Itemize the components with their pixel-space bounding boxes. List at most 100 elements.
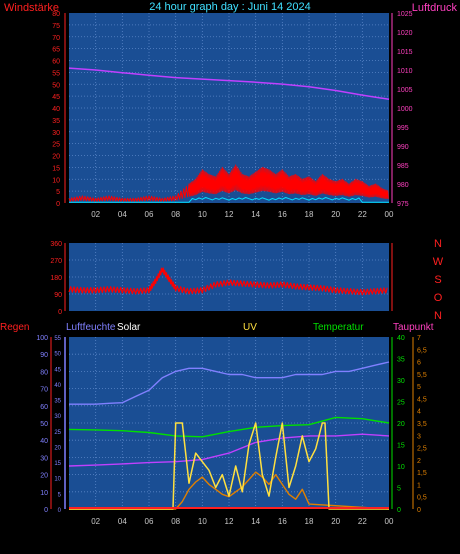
series-gust xyxy=(69,197,389,203)
panel2-direction-label: O xyxy=(434,292,443,304)
panel1-left-tick: 75 xyxy=(52,23,60,30)
panel3-humidity-tick: 35 xyxy=(54,399,61,405)
panel1-left-tick: 35 xyxy=(52,118,60,125)
panel3-humidity-tick: 40 xyxy=(54,383,61,389)
panel1-right-tick: 1000 xyxy=(397,106,413,113)
panel3-rain-tick: 20 xyxy=(40,473,48,480)
panel1-right-tick: 1015 xyxy=(397,49,413,56)
panel1-right-tick: 1010 xyxy=(397,68,413,75)
panel1-left-tick: 10 xyxy=(52,177,60,184)
panel1-right-tick: 1025 xyxy=(397,11,413,18)
panel3-rain-tick: 100 xyxy=(36,335,48,342)
panel3-temp-tick: 40 xyxy=(397,335,405,342)
panel1-right-tick: 980 xyxy=(397,182,409,189)
panel3-uv-tick: 6,5 xyxy=(417,347,427,354)
panel1-left-tick: 80 xyxy=(52,11,60,18)
panel3-humidity-tick: 30 xyxy=(54,414,61,420)
panel2-direction-label: W xyxy=(433,256,444,268)
panel3-x-tick: 18 xyxy=(305,517,314,526)
panel1-right-label: Luftdruck xyxy=(412,2,458,14)
panel3-rain-tick: 0 xyxy=(44,507,48,514)
panel3-rain-tick: 60 xyxy=(40,404,48,411)
panel3-uv-tick: 1 xyxy=(417,482,421,489)
panel3-uv-tick: 5 xyxy=(417,384,421,391)
panel2-direction-label: S xyxy=(434,274,441,286)
panel2-left-tick: 0 xyxy=(58,309,62,316)
panel1-right-tick: 975 xyxy=(397,201,409,208)
panel3-temp-tick: 25 xyxy=(397,400,405,407)
series-luftfeuchte xyxy=(69,361,390,405)
panel3-humidity-tick: 45 xyxy=(54,367,61,373)
panel3-rain-tick: 30 xyxy=(40,455,48,462)
panel3-humidity-tick: 20 xyxy=(54,445,61,451)
panel2-left-tick: 270 xyxy=(50,258,62,265)
panel1-x-tick: 22 xyxy=(358,210,367,219)
panel3-x-tick: 08 xyxy=(171,517,180,526)
panel1-x-tick: 16 xyxy=(278,210,287,219)
series-taupunkt xyxy=(68,433,390,467)
panel3-x-tick: 02 xyxy=(91,517,100,526)
panel3-x-tick: 20 xyxy=(331,517,340,526)
panel2-left-tick: 90 xyxy=(54,292,62,299)
panel3-x-tick: 00 xyxy=(385,517,394,526)
panel3-uv-tick: 7 xyxy=(417,335,421,342)
panel1-x-tick: 14 xyxy=(251,210,260,219)
panel1-right-tick: 985 xyxy=(397,163,409,170)
panel3-rain-tick: 80 xyxy=(40,369,48,376)
panel3-humidity-tick: 0 xyxy=(58,508,62,514)
series-windstaerke xyxy=(68,164,389,202)
panel3-temperature-label: Temperatur xyxy=(313,322,364,333)
panel2-left-tick: 360 xyxy=(50,241,62,248)
panel3-rain-tick: 90 xyxy=(40,352,48,359)
panel3-x-tick: 22 xyxy=(358,517,367,526)
panel1-left-tick: 60 xyxy=(52,59,60,66)
panel3-temp-tick: 5 xyxy=(397,486,401,493)
panel3-temp-tick: 0 xyxy=(397,507,401,514)
panel3-humidity-tick: 5 xyxy=(58,492,62,498)
series-solar xyxy=(69,422,389,510)
panel1-left-tick: 50 xyxy=(52,82,60,89)
panel1-x-tick: 04 xyxy=(118,210,127,219)
panel1-x-tick: 00 xyxy=(385,210,394,219)
panel1-x-tick: 12 xyxy=(225,210,234,219)
panel3-uv-tick: 1,5 xyxy=(417,470,427,477)
panel3-humidity-tick: 50 xyxy=(54,352,61,358)
panel3-temp-tick: 10 xyxy=(397,464,405,471)
panel1-left-tick: 40 xyxy=(52,106,60,113)
panel3-humidity-tick: 25 xyxy=(54,430,61,436)
panel3-temp-tick: 20 xyxy=(397,421,405,428)
panel1-left-tick: 5 xyxy=(56,189,60,196)
panel3-temp-tick: 30 xyxy=(397,378,405,385)
panel1-x-tick: 20 xyxy=(331,210,340,219)
series-temperatur xyxy=(68,416,390,438)
panel3-uv-tick: 4,5 xyxy=(417,396,427,403)
panel3-humidity-tick: 10 xyxy=(54,477,61,483)
panel3-uv-tick: 3 xyxy=(417,433,421,440)
panel1-x-tick: 08 xyxy=(171,210,180,219)
panel3-x-tick: 12 xyxy=(225,517,234,526)
panel2-direction-label: N xyxy=(434,310,442,322)
panel1-x-tick: 06 xyxy=(145,210,154,219)
series-windrichtung xyxy=(68,267,388,296)
panel1-x-tick: 18 xyxy=(305,210,314,219)
panel1-left-tick: 55 xyxy=(52,70,60,77)
panel3-uv-tick: 0,5 xyxy=(417,495,427,502)
series-luftdruck xyxy=(68,67,390,101)
panel3-x-tick: 06 xyxy=(145,517,154,526)
panel3-uv-tick: 4 xyxy=(417,409,421,416)
panel1-x-tick: 02 xyxy=(91,210,100,219)
panel1-left-tick: 20 xyxy=(52,154,60,161)
panel3-humidity-tick: 55 xyxy=(54,336,61,342)
panel1-left-tick: 25 xyxy=(52,142,60,149)
panel3-humidity-label: Luftfeuchte xyxy=(66,322,116,333)
panel3-rain-tick: 40 xyxy=(40,438,48,445)
panel1-left-tick: 65 xyxy=(52,47,60,54)
panel3-uv-tick: 2 xyxy=(417,458,421,465)
panel2-direction-label: N xyxy=(434,238,442,250)
panel1-x-tick: 10 xyxy=(198,210,207,219)
panel3-rain-tick: 10 xyxy=(40,490,48,497)
panel3-temp-tick: 35 xyxy=(397,357,405,364)
panel3-rain-tick: 70 xyxy=(40,387,48,394)
